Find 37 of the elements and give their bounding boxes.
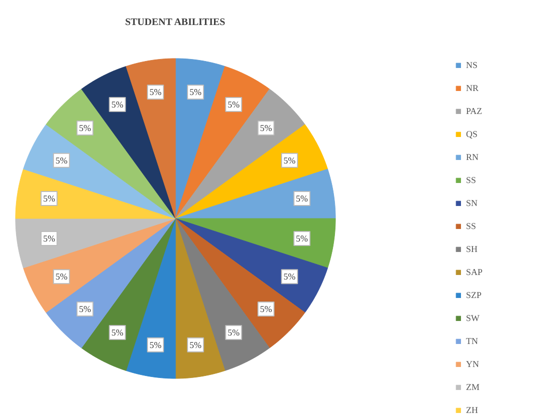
data-label: 5%	[190, 87, 202, 98]
legend-label: NR	[466, 83, 480, 93]
data-label: 5%	[228, 99, 240, 110]
legend-label: SS	[466, 175, 478, 185]
data-label: 5%	[228, 328, 240, 338]
legend-label: SZP	[466, 290, 483, 300]
data-label: 5%	[111, 99, 124, 110]
legend-label: RN	[466, 152, 480, 162]
data-label: 5%	[149, 340, 162, 350]
data-label: 5%	[55, 155, 68, 166]
data-label: 5%	[260, 304, 273, 314]
data-label: 5%	[43, 193, 56, 204]
legend-label: SN	[466, 198, 479, 208]
legend-label: TN	[466, 336, 479, 346]
data-label: 5%	[284, 155, 296, 166]
data-label: 5%	[260, 122, 273, 133]
legend-label: PAZ	[466, 106, 484, 116]
data-label: 5%	[111, 328, 124, 338]
data-label: 5%	[190, 340, 202, 350]
legend-label: NS	[466, 60, 479, 70]
data-label: 5%	[149, 87, 162, 98]
legend-label: ZM	[466, 382, 480, 392]
legend-label: ZH	[466, 405, 479, 415]
data-label: 5%	[296, 234, 308, 244]
legend-label: SW	[466, 313, 480, 323]
legend-label: QS	[466, 129, 479, 139]
legend-label: SS	[466, 221, 478, 231]
data-label: 5%	[284, 272, 296, 282]
data-label: 5%	[78, 122, 92, 133]
legend-label: YN	[466, 359, 480, 369]
legend-label: SAP	[466, 267, 484, 277]
data-label: 5%	[78, 304, 92, 314]
data-label: 5%	[296, 193, 308, 204]
chart-title: STUDENT ABILITIES	[125, 17, 226, 28]
legend-label: SH	[466, 244, 479, 254]
data-label: 5%	[55, 272, 68, 282]
data-label: 5%	[43, 234, 56, 244]
